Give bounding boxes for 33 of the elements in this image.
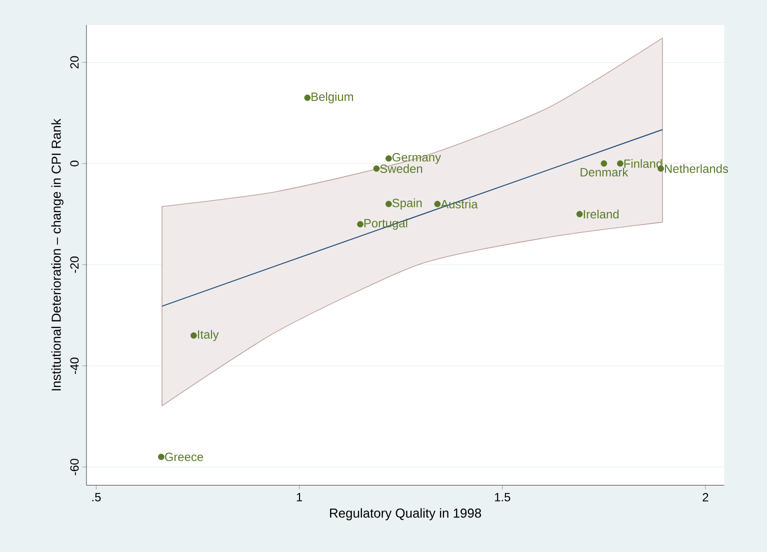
y-tick-label: 0 [70,160,79,166]
line-series [162,129,663,307]
annotation: Italy [198,330,219,342]
y-tick-label: -40 [70,358,79,374]
x-axis-title: Regulatory Quality in 1998 [330,508,482,520]
point [616,160,624,167]
point [304,94,311,101]
point [385,155,392,162]
annotation: Netherlands [664,164,728,173]
annotation: Denmark [580,168,628,176]
point [190,332,197,339]
annotation: Greece [164,452,204,462]
point [385,200,392,208]
x-tick-label: 1 [296,493,302,502]
y-tick-label: -60 [70,458,79,476]
annotation: Germany [392,153,441,164]
y-tick-label: -20 [70,256,79,273]
point [576,210,583,218]
point [357,221,364,228]
annotation: Belgium [312,92,354,104]
annotation: Spain [392,198,422,210]
point [600,160,608,167]
y-axis-title: Institutional Deterioration – change in CPI Rank [51,118,64,390]
x-tick-label: .5 [92,493,101,502]
annotation: Ireland [584,210,619,218]
x-tick-label: 1.5 [494,493,510,502]
annotation: Finland [624,159,662,168]
annotation: Sweden [380,164,422,173]
point [158,454,164,460]
y-tick-label: 20 [70,56,79,68]
point [434,200,441,208]
point [373,165,380,172]
x-tick-label: 2 [702,493,708,502]
